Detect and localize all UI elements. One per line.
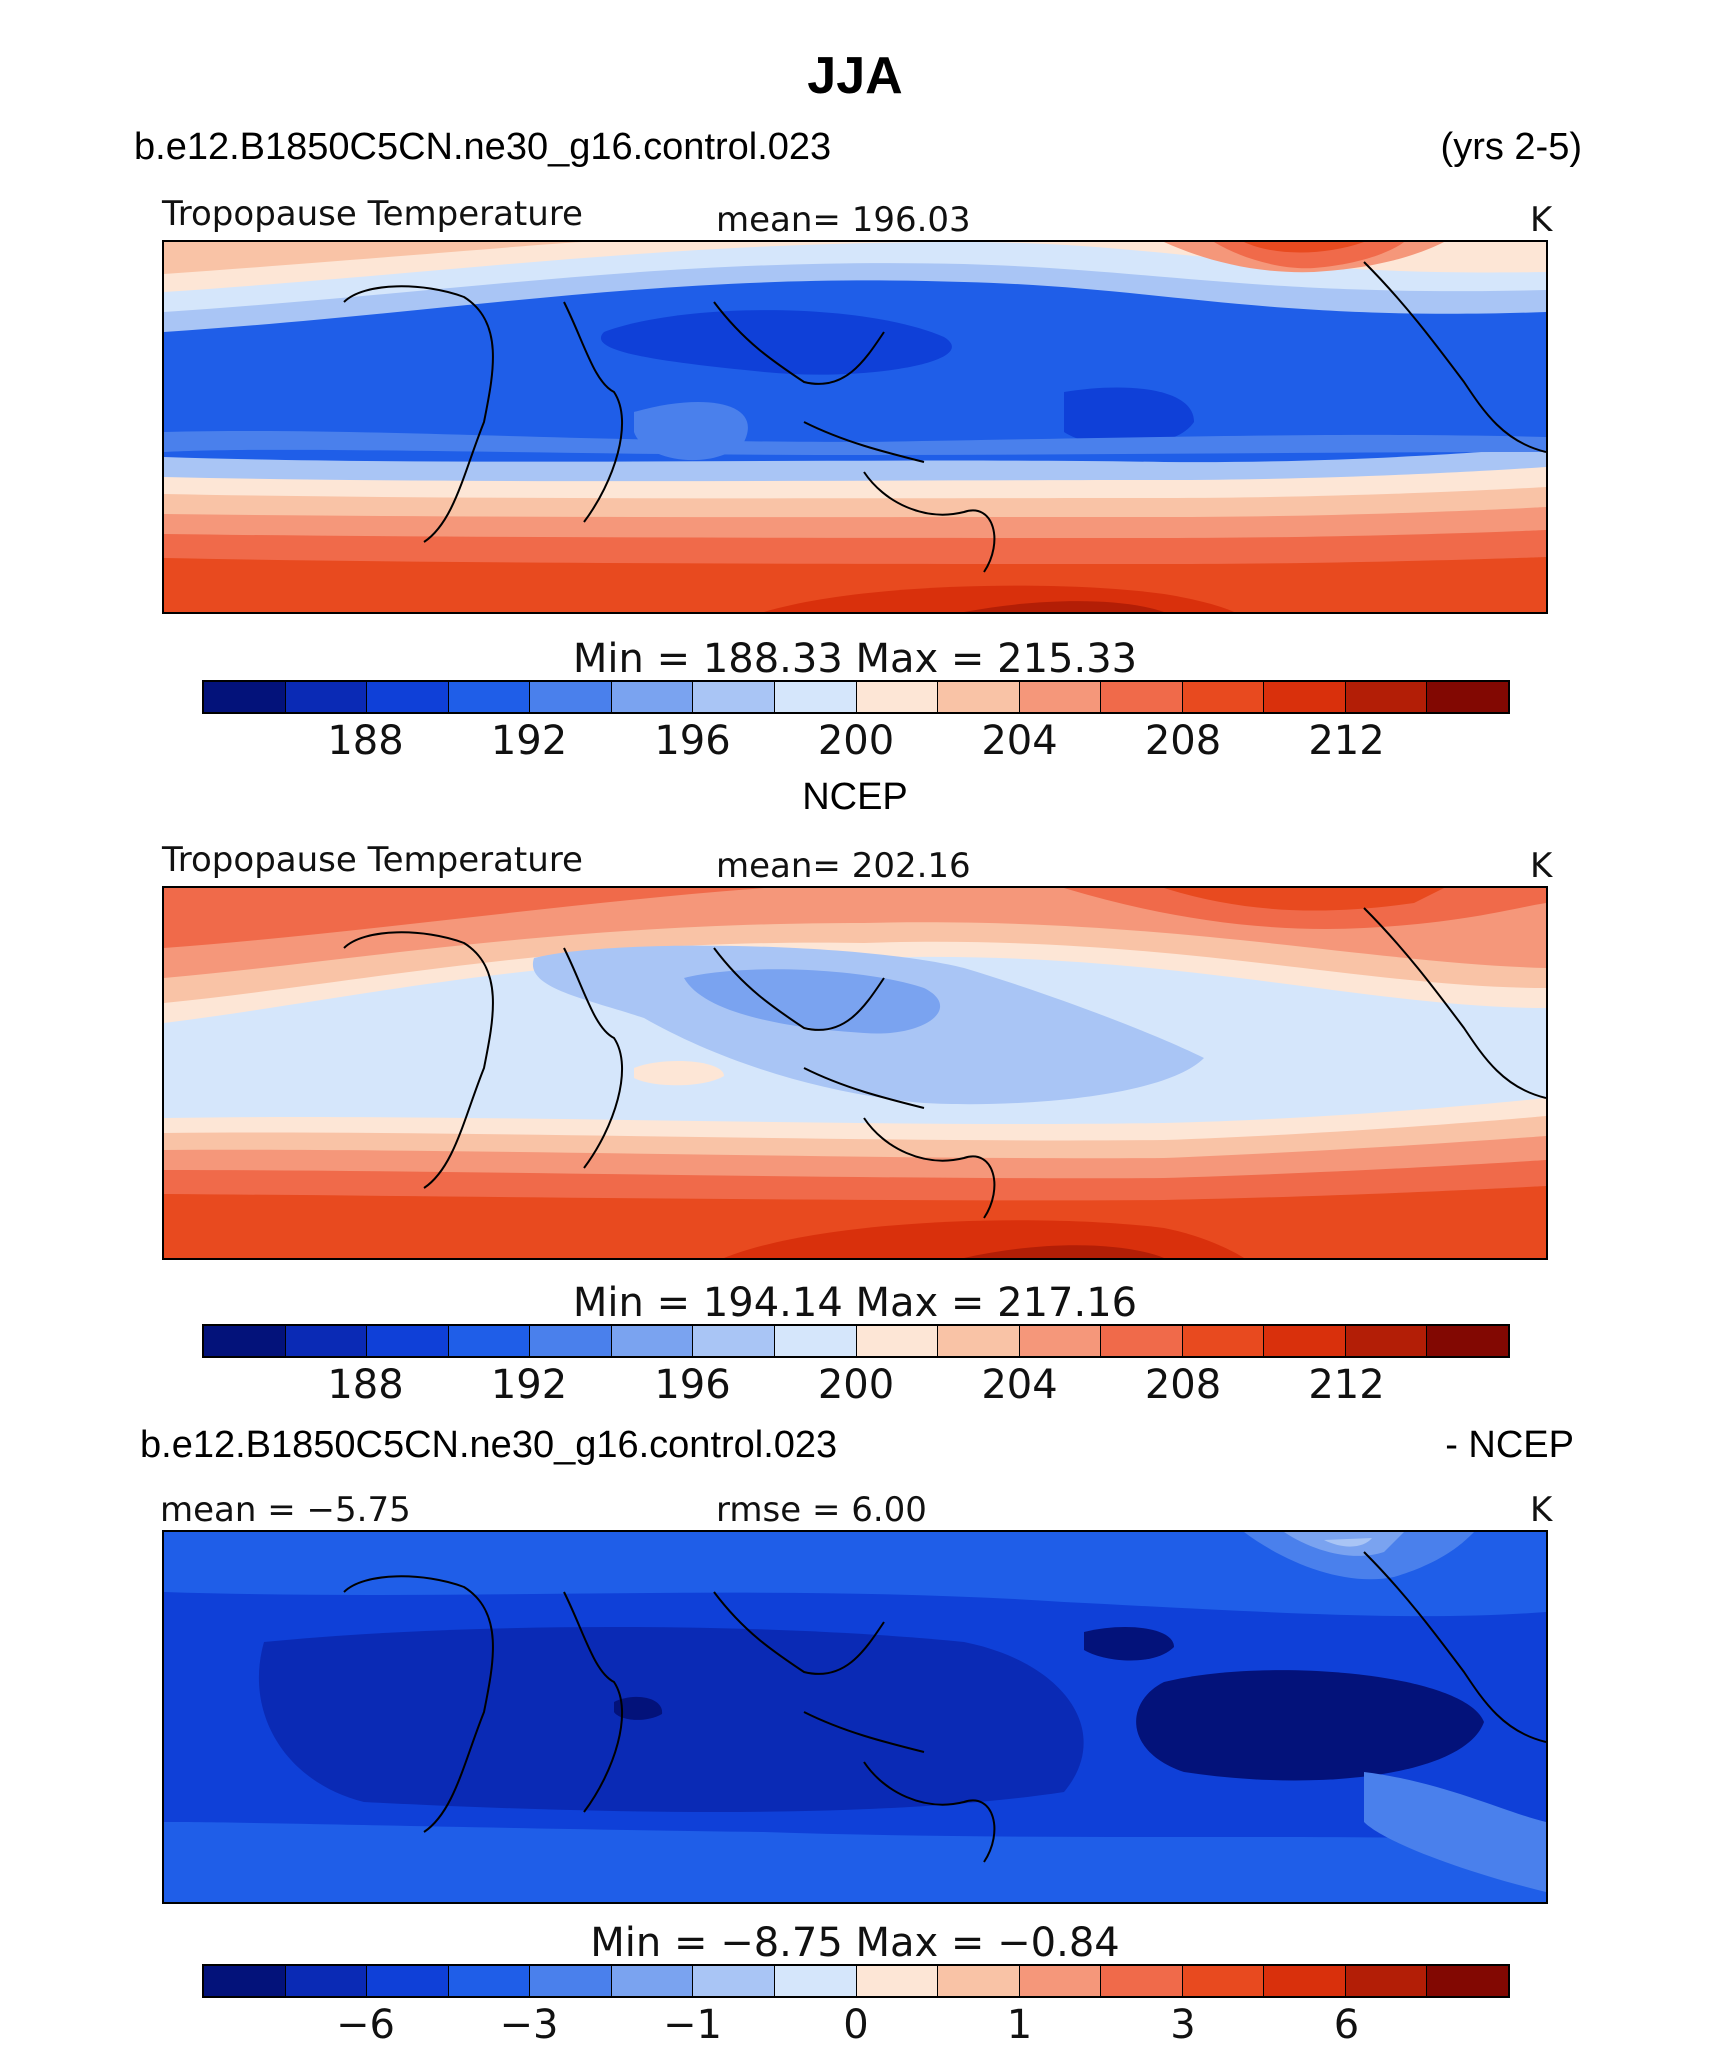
panel3-mean: mean = −5.75	[160, 1490, 411, 1530]
colorbar-tick-label: 204	[981, 718, 1058, 764]
colorbar-swatch	[856, 682, 939, 712]
colorbar-tick-label: 212	[1308, 1362, 1385, 1408]
colorbar-tick-label: 188	[327, 718, 404, 764]
panel1-mean: mean= 196.03	[716, 200, 971, 240]
colorbar-swatch	[367, 1966, 449, 1996]
colorbar-swatch	[530, 1326, 612, 1356]
colorbar-swatch	[1264, 682, 1346, 712]
colorbar-swatch	[367, 1326, 449, 1356]
colorbar-swatch	[1182, 1966, 1265, 1996]
colorbar-swatch	[611, 1966, 694, 1996]
colorbar-tick-label: 192	[490, 1362, 568, 1408]
colorbar-swatch	[1019, 1966, 1102, 1996]
colorbar-tick-label: 208	[1144, 1362, 1222, 1408]
colorbar-tick-label: 200	[817, 718, 895, 764]
panel1-label: Tropopause Temperature	[162, 194, 583, 234]
colorbar-swatch	[285, 1326, 368, 1356]
colorbar-tick-label: 200	[817, 1362, 895, 1408]
colorbar-swatch	[530, 1966, 612, 1996]
colorbar-swatch	[611, 1326, 694, 1356]
colorbar-tick-label: 3	[1170, 2002, 1196, 2048]
colorbar-swatch	[938, 682, 1020, 712]
colorbar-swatch	[530, 682, 612, 712]
ncep-title: NCEP	[802, 776, 908, 818]
colorbar-swatch	[774, 682, 857, 712]
colorbar-tick-label: 188	[327, 1362, 404, 1408]
colorbar-tick-label: −1	[663, 2002, 722, 2048]
colorbar-tick-label: 1	[1006, 2002, 1033, 2048]
colorbar-swatch	[774, 1966, 857, 1996]
colorbar-tick-label: 208	[1144, 718, 1222, 764]
colorbar-swatch	[367, 682, 449, 712]
colorbar-swatch	[1182, 1326, 1265, 1356]
panel2-label: Tropopause Temperature	[162, 840, 583, 880]
colorbar-swatch	[1101, 1326, 1183, 1356]
diff-title-left: b.e12.B1850C5CN.ne30_g16.control.023	[140, 1424, 838, 1466]
colorbar-swatch	[448, 1966, 531, 1996]
panel3-units: K	[1530, 1490, 1553, 1530]
diff-title-right: - NCEP	[1445, 1424, 1574, 1466]
colorbar-swatch	[1101, 682, 1183, 712]
colorbar-swatch	[1019, 682, 1102, 712]
difference-map	[164, 1532, 1546, 1902]
colorbar-tick-label: 192	[490, 718, 568, 764]
colorbar-swatch	[856, 1966, 939, 1996]
colorbar-swatch	[1182, 682, 1265, 712]
colorbar-model	[202, 680, 1510, 714]
panel2-minmax: Min = 194.14 Max = 217.16	[572, 1280, 1138, 1326]
model-temperature-map	[164, 242, 1546, 612]
colorbar-swatch	[1427, 682, 1508, 712]
colorbar-swatch	[204, 1966, 286, 1996]
colorbar-swatch	[693, 1326, 775, 1356]
map-panel-difference	[162, 1530, 1548, 1904]
panel3-rmse: rmse = 6.00	[716, 1490, 927, 1530]
colorbar-swatch	[448, 682, 531, 712]
panel2-units: K	[1530, 846, 1553, 886]
colorbar-tick-label: 0	[843, 2002, 869, 2048]
colorbar-tick-label: 204	[981, 1362, 1058, 1408]
colorbar-tick-label: 6	[1333, 2002, 1360, 2048]
colorbar-swatch	[938, 1326, 1020, 1356]
colorbar-ncep	[202, 1324, 1510, 1358]
colorbar-tick-label: 212	[1308, 718, 1385, 764]
colorbar-swatch	[1019, 1326, 1102, 1356]
panel2-mean: mean= 202.16	[716, 846, 971, 886]
colorbar-tick-label: 196	[654, 1362, 731, 1408]
colorbar-swatch	[1345, 682, 1428, 712]
colorbar-swatch	[1427, 1326, 1508, 1356]
panel1-minmax: Min = 188.33 Max = 215.33	[572, 636, 1138, 682]
colorbar-swatch	[1101, 1966, 1183, 1996]
colorbar-swatch	[611, 682, 694, 712]
ncep-temperature-map	[164, 888, 1546, 1258]
panel1-units: K	[1530, 200, 1553, 240]
map-panel-model	[162, 240, 1548, 614]
page-title: JJA	[807, 47, 903, 105]
colorbar-swatch	[1345, 1966, 1428, 1996]
panel3-minmax: Min = −8.75 Max = −0.84	[590, 1920, 1120, 1966]
years-label: (yrs 2-5)	[1440, 126, 1582, 168]
colorbar-tick-label: −3	[499, 2002, 559, 2048]
colorbar-swatch	[693, 1966, 775, 1996]
colorbar-swatch	[1345, 1326, 1428, 1356]
colorbar-swatch	[285, 1966, 368, 1996]
colorbar-swatch	[693, 682, 775, 712]
colorbar-swatch	[938, 1966, 1020, 1996]
colorbar-swatch	[1264, 1326, 1346, 1356]
map-panel-ncep	[162, 886, 1548, 1260]
colorbar-tick-label: 196	[654, 718, 731, 764]
colorbar-swatch	[204, 682, 286, 712]
colorbar-swatch	[774, 1326, 857, 1356]
colorbar-swatch	[204, 1326, 286, 1356]
colorbar-swatch	[1264, 1966, 1346, 1996]
colorbar-swatch	[1427, 1966, 1508, 1996]
colorbar-swatch	[856, 1326, 939, 1356]
case-name: b.e12.B1850C5CN.ne30_g16.control.023	[134, 126, 832, 168]
colorbar-tick-label: −6	[336, 2002, 395, 2048]
colorbar-difference	[202, 1964, 1510, 1998]
colorbar-swatch	[448, 1326, 531, 1356]
colorbar-swatch	[285, 682, 368, 712]
